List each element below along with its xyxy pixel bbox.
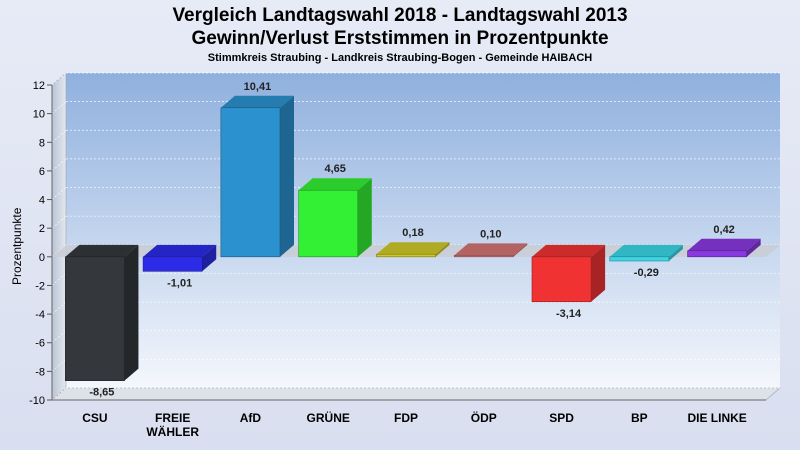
gridline-side — [51, 158, 67, 172]
gridline-side — [51, 273, 67, 286]
chart-title-line2: Gewinn/Verlust Erststimmen in Prozentpun… — [191, 28, 609, 49]
bar-value-label: -1,01 — [167, 277, 192, 289]
bar-value-label: -3,14 — [556, 308, 582, 320]
bar-bp — [609, 244, 683, 262]
bar-value-label: 0,10 — [480, 228, 501, 240]
y-tick-label: -2 — [35, 280, 45, 292]
bar-afd — [220, 95, 294, 258]
x-tick-label: FREIE WÄHLER — [146, 411, 199, 439]
bar-value-label: -8,65 — [89, 387, 114, 399]
gridline-side — [51, 359, 67, 372]
y-tick-label: -8 — [35, 366, 45, 378]
y-tick-label: 10 — [33, 109, 45, 121]
bar-front — [298, 189, 359, 258]
bar-grüne — [298, 178, 372, 258]
bar-side — [357, 178, 372, 257]
bar-front — [609, 256, 670, 262]
y-tick-label: -4 — [35, 309, 45, 321]
y-tick-label: 6 — [39, 166, 45, 178]
gridline-side — [51, 130, 67, 143]
bar-value-label: 4,65 — [325, 163, 346, 175]
bar-top — [454, 243, 528, 256]
bar-value-label: 10,41 — [244, 81, 272, 93]
bar-csu — [65, 244, 139, 381]
bar-side — [280, 95, 294, 257]
bar-die-linke — [687, 238, 761, 258]
gridline-side — [51, 101, 67, 114]
bar-front — [220, 107, 281, 258]
bar-front — [142, 256, 203, 272]
y-tick-label: 2 — [39, 223, 45, 235]
gridline-side — [51, 187, 67, 200]
bar-side — [513, 243, 528, 257]
gridline-side — [51, 330, 67, 343]
y-tick-label: 4 — [39, 195, 45, 207]
bar-fdp — [376, 242, 450, 258]
x-tick-label: AfD — [240, 411, 262, 425]
bar-top — [220, 95, 294, 108]
chart-subtitle: Stimmkreis Straubing - Landkreis Straubi… — [207, 52, 593, 64]
bar-front — [687, 250, 747, 258]
bar-front — [531, 256, 592, 303]
gridline-side — [51, 387, 67, 401]
plot-back-wall — [66, 73, 780, 388]
bar-top — [609, 244, 683, 257]
bar-side — [435, 242, 450, 257]
bar-front — [376, 253, 436, 258]
y-tick-label: 0 — [39, 252, 45, 264]
gridline-side — [51, 301, 67, 315]
x-tick-label: ÖDP — [471, 410, 497, 425]
y-tick-label: 8 — [39, 137, 45, 149]
x-tick-label: FDP — [394, 411, 418, 425]
x-tick-label: CSU — [82, 411, 107, 425]
y-tick-label: -10 — [29, 395, 45, 407]
x-tick-label: BP — [631, 411, 648, 425]
bar-ödp — [453, 243, 528, 258]
gridline-side — [51, 215, 67, 229]
bar-side — [591, 244, 606, 302]
x-tick-label: DIE LINKE — [687, 411, 746, 425]
bar-top — [532, 244, 606, 257]
x-tick-label: GRÜNE — [307, 410, 350, 425]
bar-front — [453, 255, 514, 258]
bar-side — [668, 244, 683, 261]
gridline-side — [51, 72, 67, 86]
bar-side — [746, 238, 761, 257]
chart-title-block: Vergleich Landtagswahl 2018 - Landtagswa… — [0, 4, 800, 64]
bar-spd — [531, 244, 606, 303]
bar-value-label: -0,29 — [634, 267, 659, 279]
bar-side — [124, 244, 139, 381]
y-tick-label: 12 — [33, 80, 45, 92]
bar-freie-wähler — [142, 244, 217, 272]
plot-floor — [51, 387, 781, 401]
bar-top — [143, 244, 217, 257]
y-tick-label: -6 — [35, 338, 45, 350]
bar-top — [298, 178, 372, 191]
plot-side-wall — [51, 72, 67, 401]
bar-front — [65, 256, 125, 381]
bar-top — [376, 242, 450, 255]
bar-top — [65, 244, 139, 257]
x-tick-label: SPD — [549, 411, 574, 425]
bar-value-label: 0,42 — [713, 224, 734, 236]
bar-side — [202, 244, 217, 272]
chart-title: Vergleich Landtagswahl 2018 - Landtagswa… — [172, 5, 628, 26]
bar-value-label: 0,18 — [402, 227, 423, 239]
bar-top — [687, 238, 761, 251]
